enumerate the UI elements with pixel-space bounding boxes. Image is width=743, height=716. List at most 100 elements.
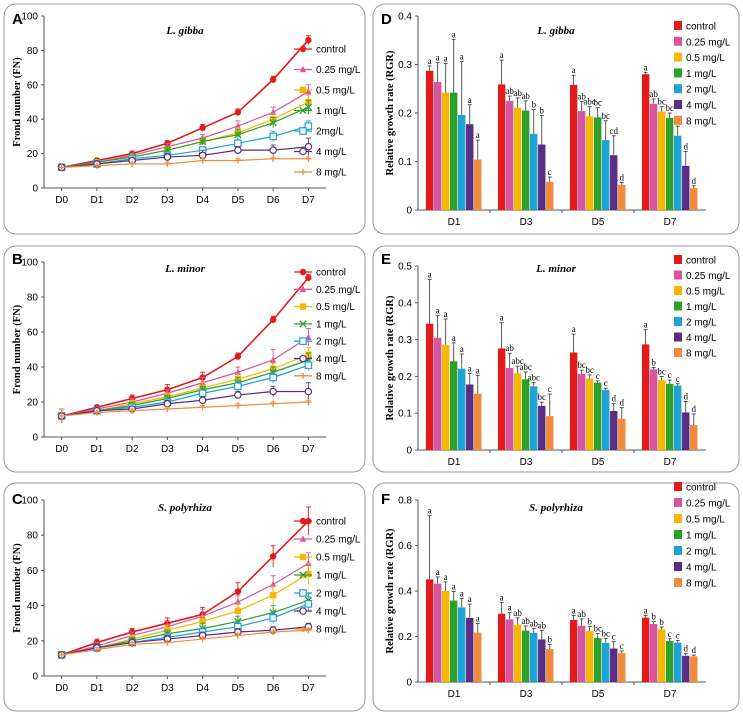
x-tick-label: D1 bbox=[90, 195, 103, 206]
significance-letter: a bbox=[508, 603, 512, 613]
bar bbox=[497, 613, 506, 682]
bar bbox=[458, 368, 466, 450]
data-point bbox=[269, 155, 277, 162]
bar bbox=[602, 642, 610, 682]
legend-label: 1 mg/L bbox=[686, 69, 717, 80]
significance-letter: c bbox=[604, 378, 608, 388]
y-tick-label: 0 bbox=[32, 184, 38, 195]
chart-title: L. gibba bbox=[536, 25, 575, 37]
data-point bbox=[128, 160, 136, 168]
data-point bbox=[234, 598, 242, 605]
bar bbox=[649, 369, 658, 450]
x-tick-label: D7 bbox=[664, 689, 677, 700]
data-point bbox=[234, 139, 242, 148]
panel-letter: F bbox=[381, 491, 390, 508]
bar bbox=[682, 412, 690, 450]
significance-letter: a bbox=[572, 324, 576, 334]
legend-item: 8 mg/L bbox=[674, 115, 717, 127]
data-point bbox=[305, 398, 312, 406]
bar bbox=[538, 405, 546, 450]
legend-swatch bbox=[674, 332, 682, 342]
legend-marker bbox=[299, 535, 307, 542]
legend-item: 1 mg/L bbox=[294, 319, 347, 330]
significance-letter: d bbox=[692, 176, 697, 186]
x-tick-label: D7 bbox=[302, 683, 315, 694]
x-tick-label: D7 bbox=[664, 217, 677, 228]
y-tick-label: 100 bbox=[21, 496, 38, 507]
legend-item: 0.5 mg/L bbox=[294, 553, 355, 564]
series-line bbox=[61, 146, 309, 168]
significance-letter: ab bbox=[505, 343, 514, 353]
legend-label: 2 mg/L bbox=[686, 318, 717, 329]
significance-letter: a bbox=[460, 588, 464, 598]
legend-swatch bbox=[674, 21, 682, 30]
panel-letter: C bbox=[12, 491, 23, 508]
y-tick-label: 0.1 bbox=[398, 157, 412, 168]
significance-letter: c bbox=[596, 371, 600, 381]
x-tick-label: D5 bbox=[231, 683, 244, 694]
significance-letter: bc bbox=[593, 98, 602, 108]
legend-swatch bbox=[674, 562, 682, 571]
legend-marker bbox=[299, 589, 307, 597]
significance-letter: ab bbox=[537, 620, 546, 630]
bar bbox=[690, 188, 698, 210]
bar bbox=[441, 591, 450, 682]
bar bbox=[657, 111, 666, 210]
legend-item: 2 mg/L bbox=[674, 84, 717, 96]
data-point bbox=[58, 164, 65, 171]
bar bbox=[569, 352, 578, 450]
legend-swatch bbox=[674, 270, 682, 280]
data-point bbox=[58, 651, 65, 659]
bar bbox=[641, 74, 650, 210]
y-tick-label: 0 bbox=[406, 446, 412, 457]
y-tick-label: 100 bbox=[21, 12, 38, 23]
bar bbox=[585, 378, 594, 450]
legend-label: control bbox=[316, 45, 346, 56]
x-tick-label: D5 bbox=[592, 689, 605, 700]
significance-letter: d bbox=[692, 404, 697, 414]
data-point bbox=[199, 612, 206, 619]
bar bbox=[593, 117, 602, 210]
legend-item: 2mg/L bbox=[294, 127, 344, 138]
significance-letter: d bbox=[620, 398, 625, 408]
x-tick-label: D4 bbox=[196, 683, 209, 694]
legend-item: 0.25 mg/L bbox=[674, 270, 731, 282]
significance-letter: c bbox=[548, 384, 552, 394]
bar bbox=[618, 184, 626, 210]
panel-frame bbox=[3, 3, 366, 235]
data-point bbox=[198, 137, 207, 146]
x-tick-label: D3 bbox=[520, 457, 533, 468]
legend-label: 1 mg/L bbox=[686, 531, 717, 542]
legend-label: 8 mg/L bbox=[316, 371, 347, 382]
bar bbox=[674, 642, 682, 682]
legend-label: 0.25 mg/L bbox=[686, 271, 731, 282]
data-point bbox=[304, 122, 313, 130]
legend-item: 4 mg/L bbox=[294, 147, 347, 158]
significance-letter: a bbox=[476, 130, 480, 140]
bar bbox=[521, 379, 530, 450]
y-tick-label: 0 bbox=[406, 678, 412, 689]
y-tick-label: 60 bbox=[27, 328, 39, 339]
x-tick-label: D1 bbox=[90, 444, 103, 455]
bar bbox=[474, 632, 482, 682]
significance-letter: c bbox=[548, 167, 552, 177]
bar bbox=[657, 629, 666, 682]
panel-a: A L. gibba 0 20 40 60 80 100 Frond number (FN) D0… bbox=[3, 3, 366, 235]
y-tick-label: 40 bbox=[27, 115, 39, 126]
bar bbox=[433, 81, 442, 211]
data-point bbox=[234, 146, 242, 154]
y-tick-label: 0.1 bbox=[398, 409, 412, 420]
legend-marker bbox=[299, 65, 307, 73]
bar bbox=[577, 111, 586, 210]
bar bbox=[593, 382, 602, 450]
bar bbox=[641, 617, 650, 682]
data-point bbox=[58, 412, 65, 420]
bar bbox=[497, 348, 506, 450]
significance-letter: a bbox=[436, 53, 440, 63]
legend-swatch bbox=[674, 68, 682, 78]
significance-letter: a bbox=[436, 567, 440, 577]
bar bbox=[449, 600, 458, 682]
significance-letter: c bbox=[620, 641, 624, 651]
data-point bbox=[199, 404, 206, 411]
bar bbox=[458, 114, 466, 210]
